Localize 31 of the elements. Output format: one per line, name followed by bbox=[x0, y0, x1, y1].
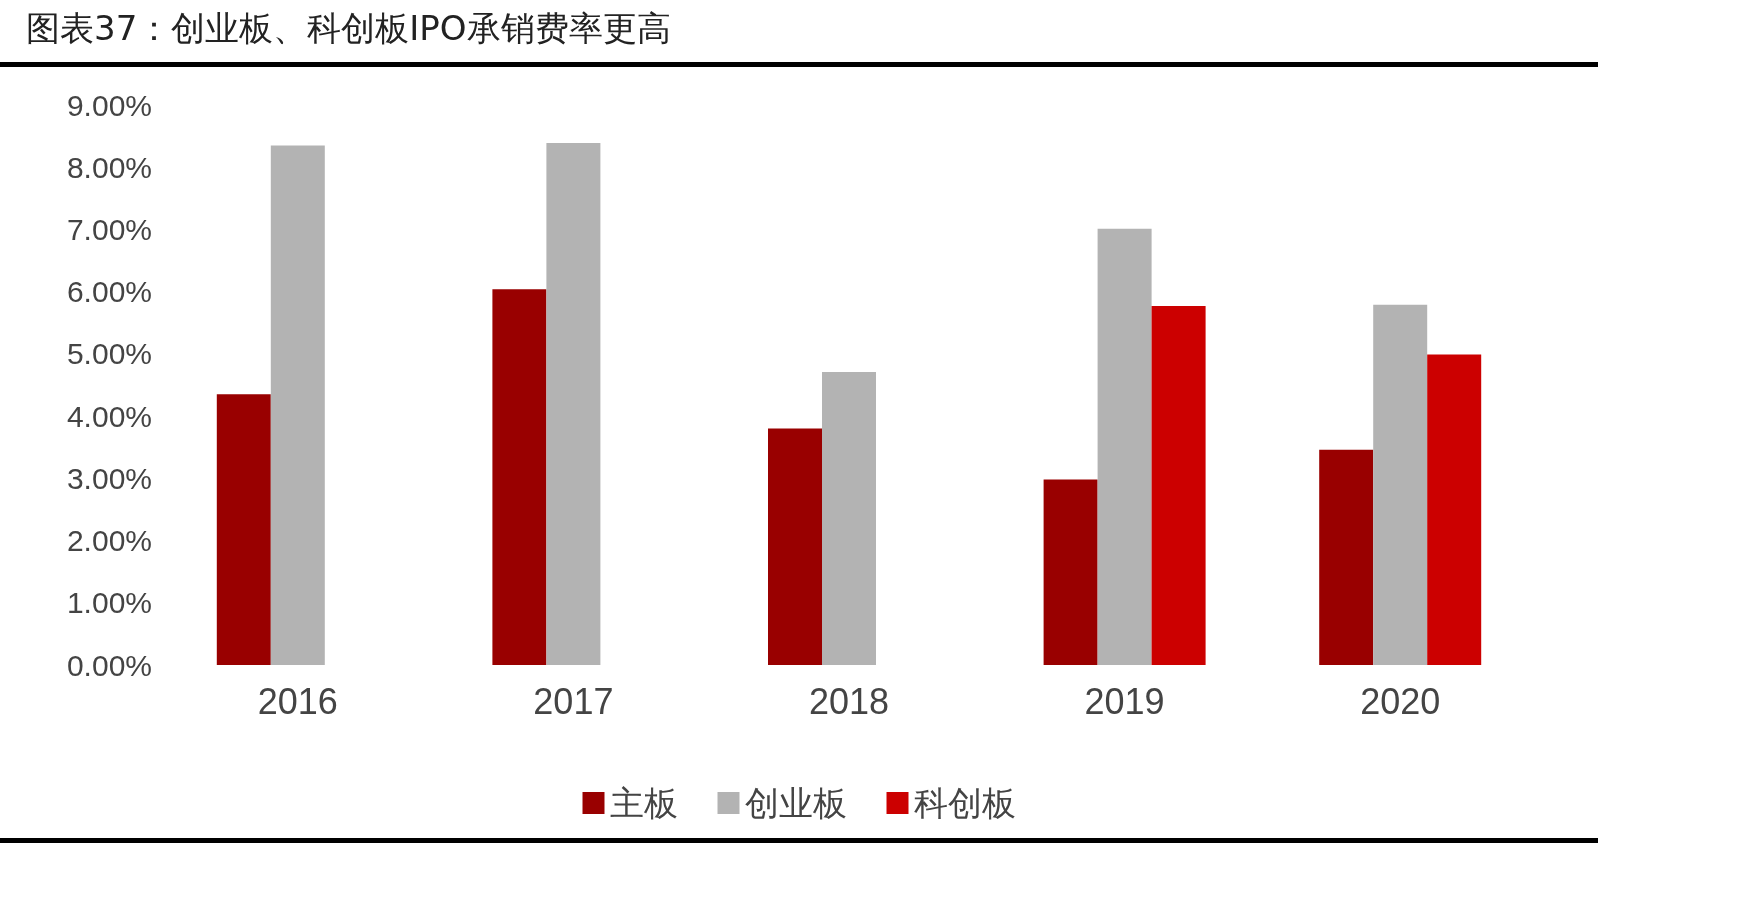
y-tick-label: 9.00% bbox=[66, 88, 152, 122]
y-tick-label: 8.00% bbox=[66, 150, 152, 184]
bar bbox=[1043, 479, 1098, 665]
y-tick-label: 0.00% bbox=[66, 648, 152, 682]
bar bbox=[1373, 304, 1428, 665]
x-tick-label: 2016 bbox=[257, 680, 338, 722]
bar bbox=[1319, 449, 1374, 665]
x-tick-label: 2018 bbox=[808, 680, 890, 722]
bar bbox=[1097, 228, 1152, 665]
x-tick-label: 2019 bbox=[1084, 680, 1165, 722]
legend-label: 科创板 bbox=[913, 784, 1016, 822]
chart-title: 图表37：创业板、科创板IPO承销费率更高 bbox=[26, 7, 671, 50]
y-tick-label: 5.00% bbox=[66, 337, 152, 371]
y-tick-label: 2.00% bbox=[66, 524, 152, 558]
y-tick-label: 4.00% bbox=[66, 399, 152, 433]
bar bbox=[216, 394, 271, 665]
y-tick-label: 3.00% bbox=[66, 461, 152, 495]
y-tick-label: 7.00% bbox=[66, 212, 152, 246]
bar bbox=[492, 289, 547, 665]
bar bbox=[822, 371, 876, 665]
bar bbox=[270, 145, 325, 665]
x-tick-label: 2017 bbox=[533, 680, 614, 722]
y-tick-label: 6.00% bbox=[66, 275, 152, 309]
bar bbox=[1427, 354, 1482, 665]
legend-label: 主板 bbox=[609, 784, 678, 822]
bar bbox=[1151, 305, 1206, 665]
y-tick-label: 1.00% bbox=[66, 586, 152, 620]
bar bbox=[768, 428, 822, 665]
bar bbox=[546, 142, 601, 665]
x-tick-label: 2020 bbox=[1360, 680, 1441, 722]
legend-label: 创业板 bbox=[744, 784, 847, 822]
